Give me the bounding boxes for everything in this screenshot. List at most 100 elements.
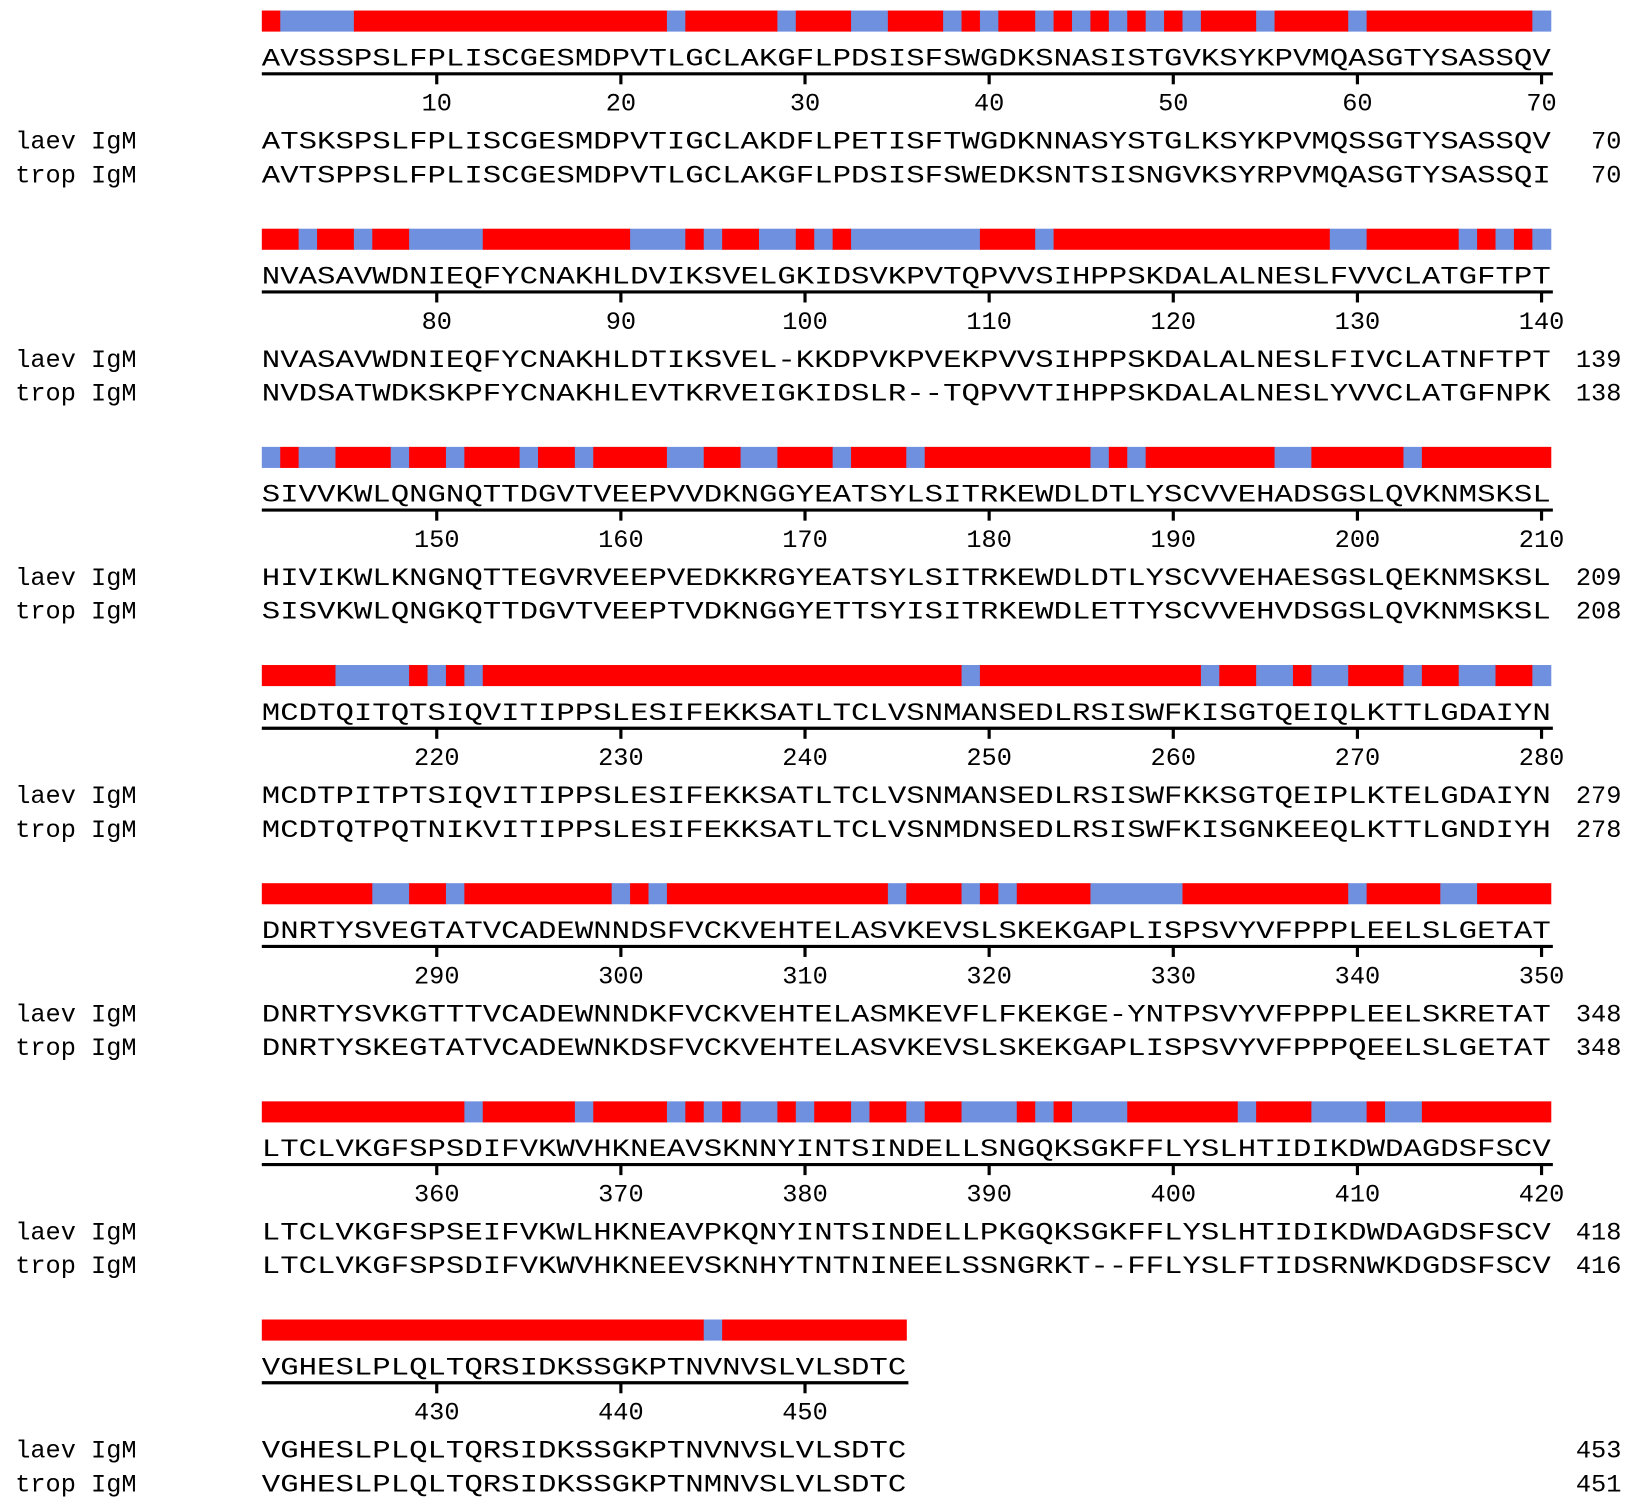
conservation-segment <box>317 228 355 250</box>
conservation-segment <box>1458 665 1497 687</box>
conservation-segment <box>353 10 668 32</box>
conservation-segment <box>666 1101 686 1123</box>
ruler-tick-label: 10 <box>422 90 452 119</box>
ruler-tick-label: 200 <box>1335 526 1381 555</box>
conservation-segment <box>1072 1101 1128 1123</box>
conservation-segment <box>390 446 410 468</box>
conservation-segment <box>851 10 889 32</box>
conservation-segment <box>1292 665 1312 687</box>
conservation-segment <box>261 883 373 905</box>
ruler-tick-label: 210 <box>1519 526 1565 555</box>
consensus-sequence: LTCLVKGFSPSDIFVKWVHKNEAVSKNNYINTSINDELLS… <box>262 1135 1552 1164</box>
conservation-segment <box>722 228 760 250</box>
conservation-segment <box>869 1101 907 1123</box>
conservation-segment <box>427 665 447 687</box>
sequence: LTCLVKGFSPSDIFVKWVHKNEEVSKNHYTNTNINEELSS… <box>262 1252 1552 1281</box>
conservation-segment <box>943 10 963 32</box>
consensus-sequence: NVASAVWDNIEQFYCNAKHLDVIKSVELGKIDSVKPVTQP… <box>262 263 1551 292</box>
conservation-segment <box>832 228 852 250</box>
sequence: AVTSPPSLFPLISCGESMDPVTLGCLAKGFLPDSISFSWE… <box>262 161 1551 190</box>
conservation-segment <box>445 883 465 905</box>
conservation-segment <box>1053 228 1331 250</box>
conservation-segment <box>372 228 410 250</box>
conservation-segment <box>261 228 300 250</box>
conservation-segment <box>261 665 336 687</box>
ruler-tick-label: 160 <box>598 526 644 555</box>
consensus-sequence: AVSSSPSLFPLISCGESMDPVTLGCLAKGFLPDSISFSWG… <box>262 44 1552 73</box>
ruler-tick-label: 430 <box>414 1399 460 1428</box>
ruler-tick-label: 420 <box>1519 1180 1565 1209</box>
conservation-segment <box>1532 665 1552 687</box>
conservation-segment <box>445 446 465 468</box>
conservation-segment <box>538 446 576 468</box>
sequence: LTCLVKGFSPSEIFVKWLHKNEAVPKQNYINTSINDELLP… <box>262 1218 1552 1247</box>
conservation-segment <box>1256 665 1294 687</box>
conservation-segment <box>924 446 1091 468</box>
end-position: 348 <box>1576 1034 1622 1063</box>
conservation-segment <box>409 446 447 468</box>
conservation-segment <box>1274 10 1349 32</box>
conservation-segment <box>1164 10 1184 32</box>
conservation-segment <box>777 10 797 32</box>
conservation-segment <box>1145 10 1165 32</box>
conservation-segment <box>795 1101 815 1123</box>
conservation-segment <box>758 228 797 250</box>
ruler-tick-label: 370 <box>598 1180 644 1209</box>
species-label: trop IgM <box>15 161 136 190</box>
species-label: laev IgM <box>15 346 136 375</box>
conservation-segment <box>777 446 834 468</box>
ruler-tick-label: 70 <box>1526 90 1556 119</box>
ruler-tick-label: 220 <box>414 744 460 773</box>
conservation-segment <box>685 10 778 32</box>
conservation-segment <box>1182 883 1349 905</box>
consensus-sequence: VGHESLPLQLTQRSIDKSSGKPTNVNVSLVLSDTC <box>262 1353 906 1382</box>
conservation-segment <box>409 883 447 905</box>
conservation-segment <box>1348 10 1368 32</box>
conservation-segment <box>814 1101 852 1123</box>
conservation-segment <box>814 228 834 250</box>
conservation-segment <box>1385 1101 1423 1123</box>
conservation-segment <box>998 883 1018 905</box>
ruler-tick-label: 300 <box>598 962 644 991</box>
conservation-segment <box>961 10 981 32</box>
end-position: 279 <box>1576 782 1622 811</box>
conservation-segment <box>1035 1101 1055 1123</box>
conservation-segment <box>1090 883 1184 905</box>
ruler-tick-label: 190 <box>1151 526 1197 555</box>
conservation-segment <box>740 1101 778 1123</box>
conservation-segment <box>1053 1101 1073 1123</box>
ruler-tick-label: 400 <box>1151 1180 1197 1209</box>
conservation-segment <box>1053 10 1073 32</box>
conservation-segment <box>261 1101 465 1123</box>
sequence: NVDSATWDKSKPFYCNAKHLEVTKRVEIGKIDSLR--TQP… <box>262 379 1552 408</box>
conservation-segment <box>924 1101 963 1123</box>
conservation-segment <box>832 446 852 468</box>
conservation-segment <box>1090 446 1110 468</box>
ruler-tick-label: 440 <box>598 1399 644 1428</box>
sequence: DNRTYSKEGTATVCADEWNKDSFVCKVEHTELASVKEVSL… <box>262 1034 1551 1063</box>
conservation-segment <box>611 883 631 905</box>
sequence: VGHESLPLQLTQRSIDKSSGKPTNMNVSLVLSDTC <box>262 1470 906 1499</box>
ruler-tick-label: 150 <box>414 526 460 555</box>
conservation-segment <box>1532 228 1552 250</box>
conservation-segment <box>280 446 300 468</box>
ruler-tick-label: 30 <box>790 90 820 119</box>
conservation-segment <box>1366 10 1533 32</box>
conservation-segment <box>1256 1101 1312 1123</box>
conservation-segment <box>630 228 686 250</box>
conservation-segment <box>979 10 999 32</box>
sequence: VGHESLPLQLTQRSIDKSSGKPTNVNVSLVLSDTC <box>262 1437 906 1466</box>
sequence: SISVKWLQNGKQTTDGVTVEEPTVDKNGGYETTSYISITR… <box>262 598 1551 627</box>
conservation-segment <box>979 228 1036 250</box>
conservation-segment <box>1200 665 1220 687</box>
conservation-segment <box>851 228 981 250</box>
species-label: trop IgM <box>15 1252 136 1281</box>
conservation-segment <box>1256 10 1276 32</box>
conservation-segment <box>1127 10 1147 32</box>
conservation-segment <box>353 228 373 250</box>
consensus-sequence: MCDTQITQTSIQVITIPPSLESIFEKKSATLTCLVSNMAN… <box>262 699 1551 728</box>
conservation-segment <box>666 446 705 468</box>
conservation-segment <box>906 1101 926 1123</box>
sequence: DNRTYSVKGTTTVCADEWNNDKFVCKVEHTELASMKEVFL… <box>262 1000 1551 1029</box>
